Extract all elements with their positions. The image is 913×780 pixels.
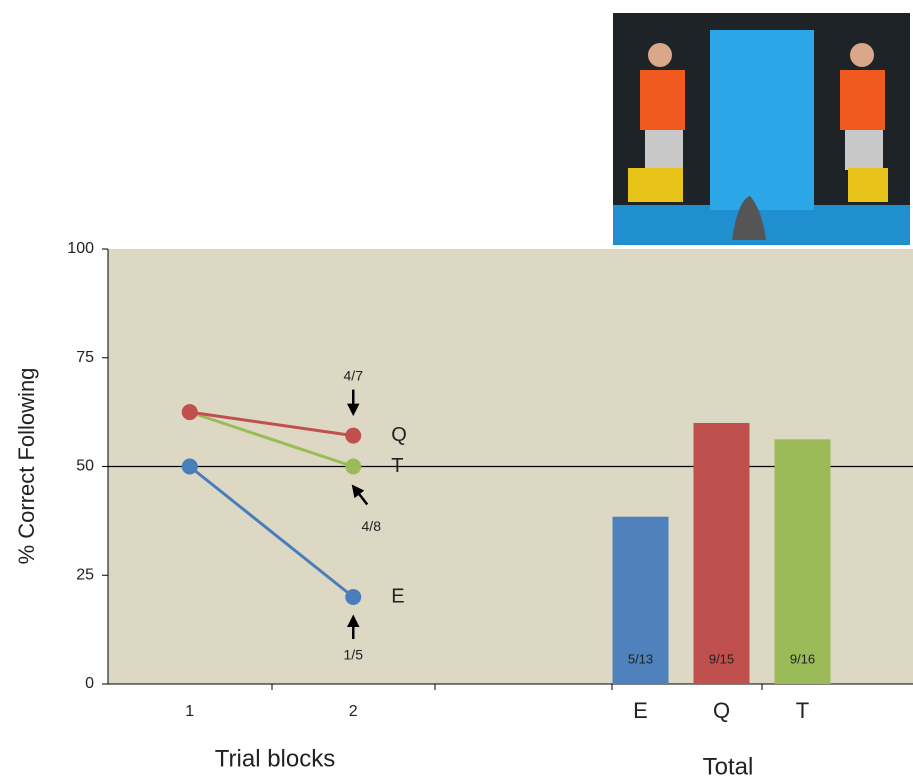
series-label: Q — [391, 424, 407, 446]
x-axis-title: Total — [703, 753, 754, 780]
axis-ticks — [271, 684, 763, 690]
line — [189, 410, 354, 438]
x-tick-label: Q — [713, 698, 730, 723]
y-axis-title: % Correct Following — [14, 368, 39, 565]
line — [188, 465, 355, 599]
point — [345, 458, 362, 475]
value-label: 1/5 — [344, 647, 364, 663]
y-tick-label: 50 — [76, 458, 94, 475]
photo — [613, 13, 910, 245]
point — [345, 589, 362, 605]
x-tick-label: 2 — [349, 703, 358, 720]
value-label: 5/13 — [628, 651, 653, 666]
x-tick-label: T — [796, 698, 809, 723]
y-tick-label: 25 — [76, 566, 94, 583]
annotation-arrow — [351, 484, 369, 506]
y-tick-label: 75 — [76, 349, 94, 366]
point — [345, 427, 362, 444]
x-tick-label: 1 — [185, 703, 194, 720]
point — [181, 458, 198, 475]
value-label: 9/15 — [709, 651, 734, 666]
bar — [612, 516, 669, 684]
value-label: 4/8 — [362, 518, 382, 534]
series-label: T — [391, 455, 403, 477]
bar — [693, 423, 750, 684]
series-label: E — [391, 585, 404, 607]
point — [181, 404, 198, 421]
bar — [774, 439, 831, 684]
y-tick-label: 0 — [85, 675, 94, 692]
x-tick-label: E — [633, 698, 648, 723]
value-label: 4/7 — [344, 367, 364, 383]
value-label: 9/16 — [790, 651, 815, 666]
line — [189, 410, 354, 468]
y-tick-label: 100 — [67, 240, 94, 257]
x-axis-title: Trial blocks — [215, 745, 335, 772]
